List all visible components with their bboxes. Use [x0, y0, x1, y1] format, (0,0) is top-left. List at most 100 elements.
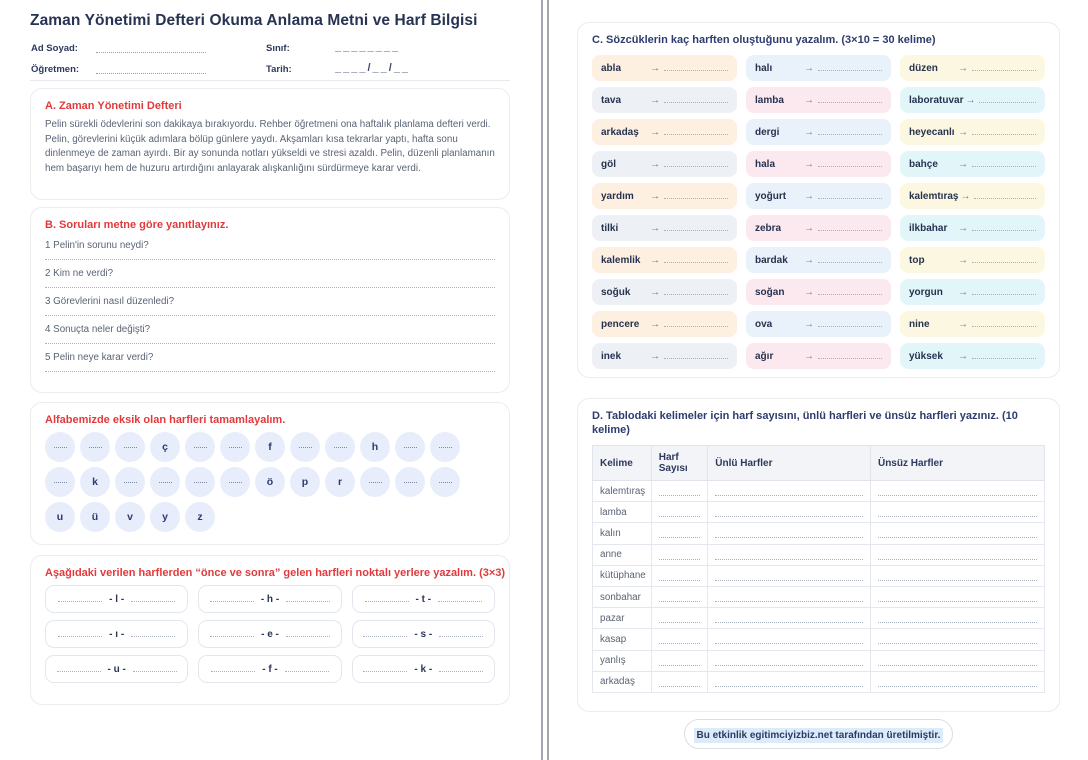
answer-cell: [869, 670, 1046, 693]
alphabet-letter: u: [56, 511, 64, 523]
letter-placeholder-dots: [438, 446, 452, 448]
answer-dots: [284, 670, 329, 672]
answer-cell: [869, 522, 1046, 545]
alphabet-blank-circle: [325, 432, 355, 462]
word-label: pencere: [601, 318, 640, 330]
answer-dots: [715, 642, 863, 645]
section-c-grid: abla → halı → düzen → tava → lamba → laboratuvar → a…: [592, 55, 1045, 369]
answer-dots: [58, 635, 103, 637]
arrow-icon: →: [804, 94, 814, 106]
answer-dots: [972, 229, 1036, 231]
question-item: 4 Sonuçta neler değişti?: [45, 324, 495, 344]
answer-dots: [715, 515, 863, 518]
word-label: düzen: [909, 62, 938, 74]
alphabet-letter: ü: [91, 511, 99, 523]
answer-dots: [664, 325, 728, 327]
word-label: inek: [601, 350, 622, 362]
alphabet-letter-circle: ü: [80, 502, 110, 532]
alphabet-letter: z: [197, 511, 203, 523]
before-after-grid: - l - - h - - t - - ı - - e - - s - - u - - f -…: [45, 585, 495, 683]
arrow-icon: →: [958, 158, 968, 170]
alphabet-heading: Alfabemizde eksik olan harfleri tamamlay…: [45, 414, 286, 426]
answer-dots: [972, 69, 1036, 71]
answer-cell: [650, 501, 709, 524]
letter-placeholder-dots: [123, 446, 137, 448]
answer-dots: [658, 558, 701, 560]
answer-cell: [707, 501, 871, 524]
word-cell: pazar: [592, 607, 652, 630]
alphabet-blank-circle: [430, 467, 460, 497]
question-text: 5 Pelin neye karar verdi?: [45, 352, 154, 363]
answer-dots: [132, 670, 177, 672]
alphabet-letter: ö: [266, 476, 274, 488]
arrow-icon: →: [958, 62, 968, 74]
word-label: yorgun: [909, 286, 943, 298]
letter-placeholder-dots: [123, 481, 137, 483]
table-row: arkadaş: [592, 670, 1046, 693]
section-a-text: Pelin sürekli ödevlerini son dakikaya bı…: [45, 119, 495, 174]
answer-cell: [650, 522, 709, 545]
arrow-icon: →: [650, 94, 660, 106]
arrow-icon: →: [650, 62, 660, 74]
word-label: abla: [601, 62, 622, 74]
arrow-icon: →: [804, 62, 814, 74]
answer-dots: [56, 670, 101, 672]
alphabet-letter: p: [301, 476, 309, 488]
alphabet-letter-circle: k: [80, 467, 110, 497]
arrow-icon: →: [958, 254, 968, 266]
page-title: Zaman Yönetimi Defteri Okuma Anlama Metn…: [30, 12, 478, 29]
word-chip: bardak →: [746, 247, 891, 273]
alphabet-blank-circle: [395, 432, 425, 462]
letter-placeholder-dots: [228, 446, 242, 448]
answer-cell: [650, 479, 709, 503]
alphabet-letter: ç: [162, 441, 168, 453]
arrow-icon: →: [958, 318, 968, 330]
word-chip: dergi →: [746, 119, 891, 145]
answer-dots: [664, 165, 728, 167]
table-row: sonbahar: [592, 585, 1046, 609]
alphabet-blank-circle: [220, 432, 250, 462]
word-cell: sonbahar: [592, 585, 652, 609]
arrow-icon: →: [958, 126, 968, 138]
before-after-box: - ı -: [45, 620, 189, 648]
answer-cell: [869, 501, 1046, 524]
word-table: Kelime Harf Sayısı Ünlü Harfler Ünsüz Harfl…: [592, 445, 1046, 693]
alphabet-blank-circle: [395, 467, 425, 497]
word-label: soğan: [755, 286, 785, 298]
answer-dots: [715, 600, 863, 603]
answer-cell: [869, 607, 1046, 630]
word-cell: kalemtıraş: [592, 479, 652, 503]
arrow-icon: →: [804, 222, 814, 234]
answer-cell: [707, 670, 871, 693]
word-chip: yardım →: [592, 183, 737, 209]
word-label: laboratuvar: [909, 94, 964, 106]
alphabet-blank-circle: [45, 467, 75, 497]
answer-line: [45, 258, 495, 260]
word-label: yüksek: [909, 350, 943, 362]
word-label: bardak: [755, 254, 788, 266]
word-chip: heyecanlı →: [900, 119, 1045, 145]
arrow-icon: →: [965, 94, 976, 106]
arrow-icon: →: [650, 190, 660, 202]
worksheet-page-right: C. Sözcüklerin kaç harften oluştuğunu ya…: [549, 0, 1088, 760]
answer-line: [45, 370, 495, 372]
letter-placeholder-dots: [298, 446, 312, 448]
answer-dots: [658, 579, 701, 581]
section-d-heading: D. Tablodaki kelimeler için harf sayısın…: [592, 410, 1018, 436]
before-after-box: - t -: [351, 585, 495, 613]
before-after-letter: - h -: [260, 593, 280, 605]
alphabet-blank-circle: [150, 467, 180, 497]
answer-dots: [664, 197, 728, 199]
word-chip: top →: [900, 247, 1045, 273]
answer-cell: [869, 649, 1046, 672]
word-label: ova: [755, 318, 773, 330]
word-label: ağır: [755, 350, 774, 362]
section-c-heading: C. Sözcüklerin kaç harften oluştuğunu ya…: [592, 34, 936, 46]
name-field-line: [96, 52, 206, 53]
alphabet-blank-circle: [430, 432, 460, 462]
alphabet-blank-circle: [45, 432, 75, 462]
arrow-icon: →: [804, 350, 814, 362]
letter-placeholder-dots: [193, 481, 207, 483]
answer-cell: [869, 543, 1046, 566]
word-chip: arkadaş →: [592, 119, 737, 145]
